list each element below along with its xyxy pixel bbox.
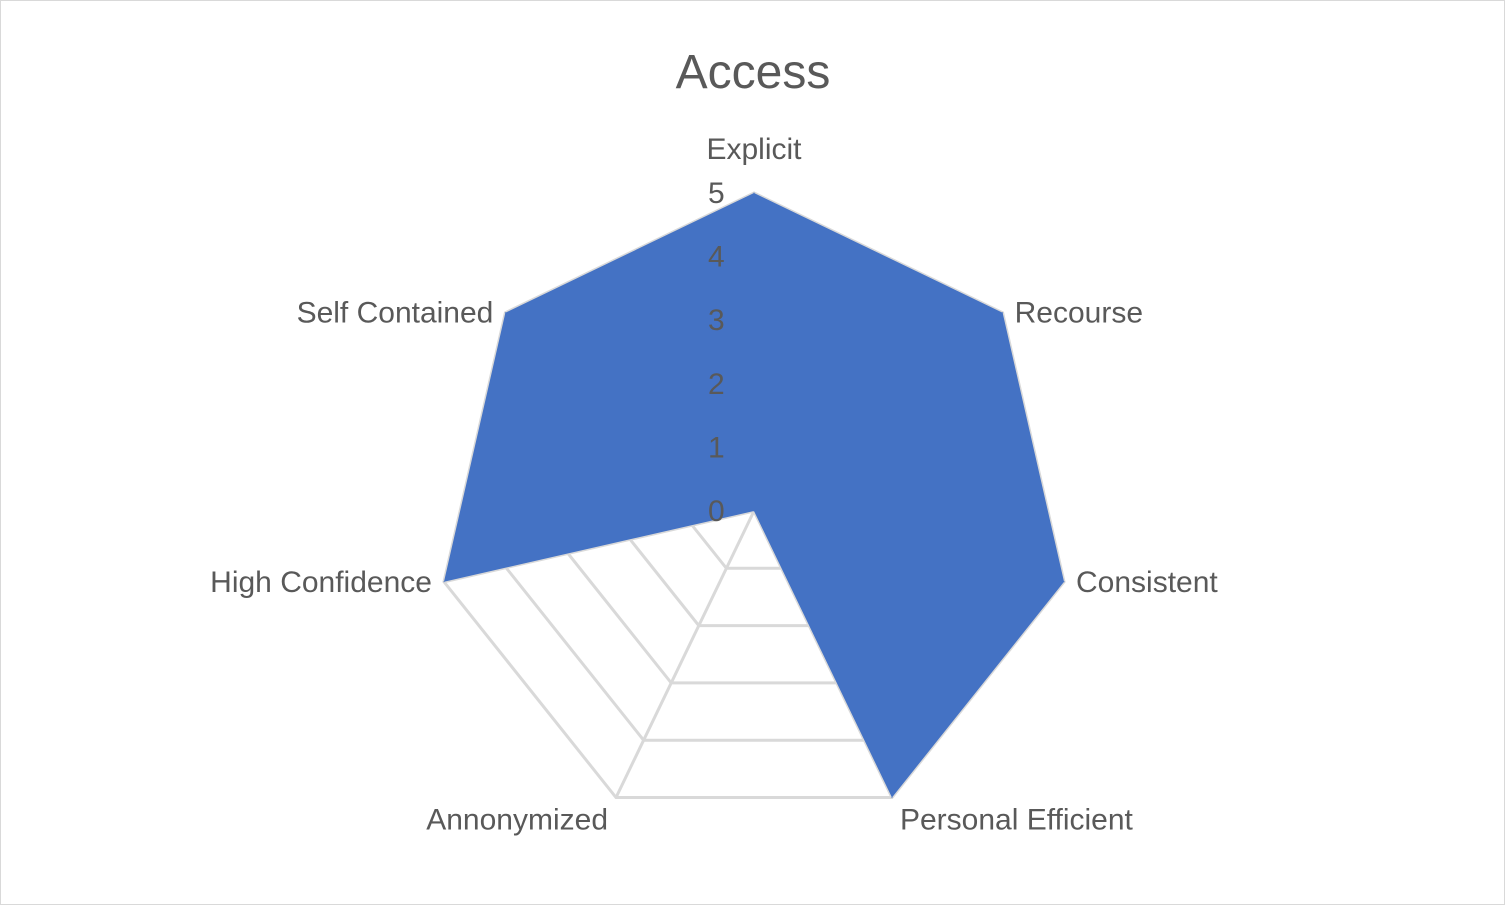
tick-label-5: 5 — [708, 177, 725, 210]
series-area-0 — [443, 193, 1065, 798]
chart-title: Access — [676, 46, 831, 99]
category-label-self-contained: Self Contained — [297, 297, 494, 330]
category-label-high-confidence: High Confidence — [210, 566, 432, 599]
category-label-explicit: Explicit — [706, 133, 802, 166]
radial-tick-labels: 0 1 2 3 4 5 — [708, 177, 725, 528]
data-point-5 — [443, 581, 445, 583]
tick-label-2: 2 — [708, 368, 725, 401]
tick-label-1: 1 — [708, 431, 725, 464]
tick-label-0: 0 — [708, 495, 725, 528]
data-point-3 — [891, 797, 893, 799]
data-point-2 — [1063, 581, 1065, 583]
data-point-0 — [753, 192, 755, 194]
data-point-6 — [504, 312, 506, 314]
category-label-annonymized: Annonymized — [426, 804, 608, 837]
category-label-personal-efficient: Personal Efficient — [900, 804, 1134, 837]
tick-label-3: 3 — [708, 304, 725, 337]
category-labels: Explicit Recourse Consistent Personal Effic… — [210, 133, 1218, 837]
data-point-4 — [753, 510, 755, 512]
category-label-recourse: Recourse — [1015, 297, 1143, 330]
spoke-4 — [614, 510, 756, 799]
tick-label-4: 4 — [708, 241, 725, 274]
series-layer — [443, 192, 1065, 799]
category-label-consistent: Consistent — [1076, 566, 1218, 599]
data-point-1 — [1002, 312, 1004, 314]
